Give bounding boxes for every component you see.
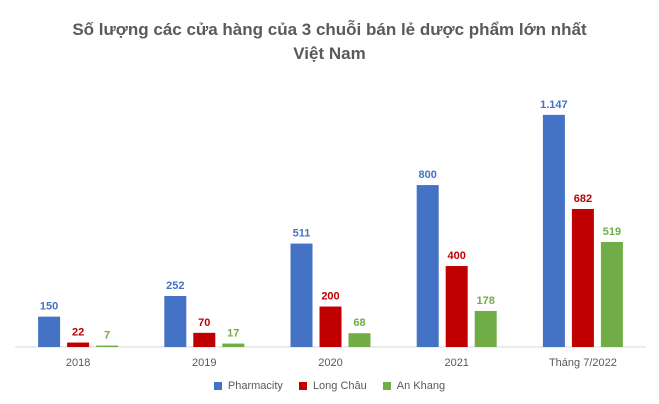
- bar-pharmacity: [290, 243, 313, 347]
- legend-swatch: [213, 382, 222, 390]
- data-label: 682: [574, 193, 592, 205]
- x-tick-label: 2019: [192, 357, 216, 369]
- data-label: 400: [448, 250, 466, 262]
- chart-title-line-1: Số lượng các cửa hàng của 3 chuỗi bán lẻ…: [72, 20, 587, 39]
- data-label: 7: [104, 330, 110, 342]
- legend-swatch: [298, 382, 307, 390]
- bar-long-châu: [193, 332, 216, 347]
- bar-pharmacity: [542, 114, 565, 347]
- data-label: 511: [293, 228, 311, 240]
- legend-label: An Khang: [396, 380, 446, 392]
- bar-an-khang: [474, 310, 497, 347]
- data-label: 519: [603, 226, 621, 238]
- x-tick-label: 2021: [444, 357, 468, 369]
- bar-long-châu: [67, 342, 90, 347]
- bar-pharmacity: [38, 316, 61, 347]
- data-label: 1.147: [540, 99, 568, 111]
- bar-an-khang: [348, 333, 371, 347]
- data-label: 68: [353, 317, 365, 329]
- bar-long-châu: [319, 306, 342, 347]
- x-tick-label: 2018: [66, 357, 90, 369]
- data-label: 200: [321, 291, 339, 303]
- bar-long-châu: [571, 208, 594, 347]
- chart-legend: Pharmacity Long Châu An Khang: [0, 380, 659, 392]
- data-label: 150: [40, 301, 58, 313]
- legend-label: Long Châu: [312, 380, 367, 392]
- bar-an-khang: [222, 343, 245, 347]
- bar-an-khang: [96, 345, 119, 347]
- data-label: 22: [72, 327, 84, 339]
- chart-title-line-2: Việt Nam: [293, 44, 366, 63]
- data-label: 70: [198, 317, 210, 329]
- legend-swatch: [382, 382, 391, 390]
- data-label: 17: [227, 328, 239, 340]
- data-label: 800: [419, 169, 437, 181]
- legend-item: An Khang: [382, 380, 446, 392]
- bar-pharmacity: [164, 295, 187, 347]
- bar-an-khang: [600, 241, 623, 347]
- bar-pharmacity: [416, 185, 439, 347]
- bar-long-châu: [445, 266, 468, 347]
- data-label: 178: [477, 295, 495, 307]
- legend-label: Pharmacity: [227, 380, 283, 392]
- legend-item: Long Châu: [298, 380, 367, 392]
- data-label: 252: [166, 280, 184, 292]
- x-tick-label: Tháng 7/2022: [549, 357, 617, 369]
- legend-item: Pharmacity: [213, 380, 283, 392]
- x-tick-label: 2020: [318, 357, 342, 369]
- chart-title: Số lượng các cửa hàng của 3 chuỗi bán lẻ…: [0, 18, 659, 66]
